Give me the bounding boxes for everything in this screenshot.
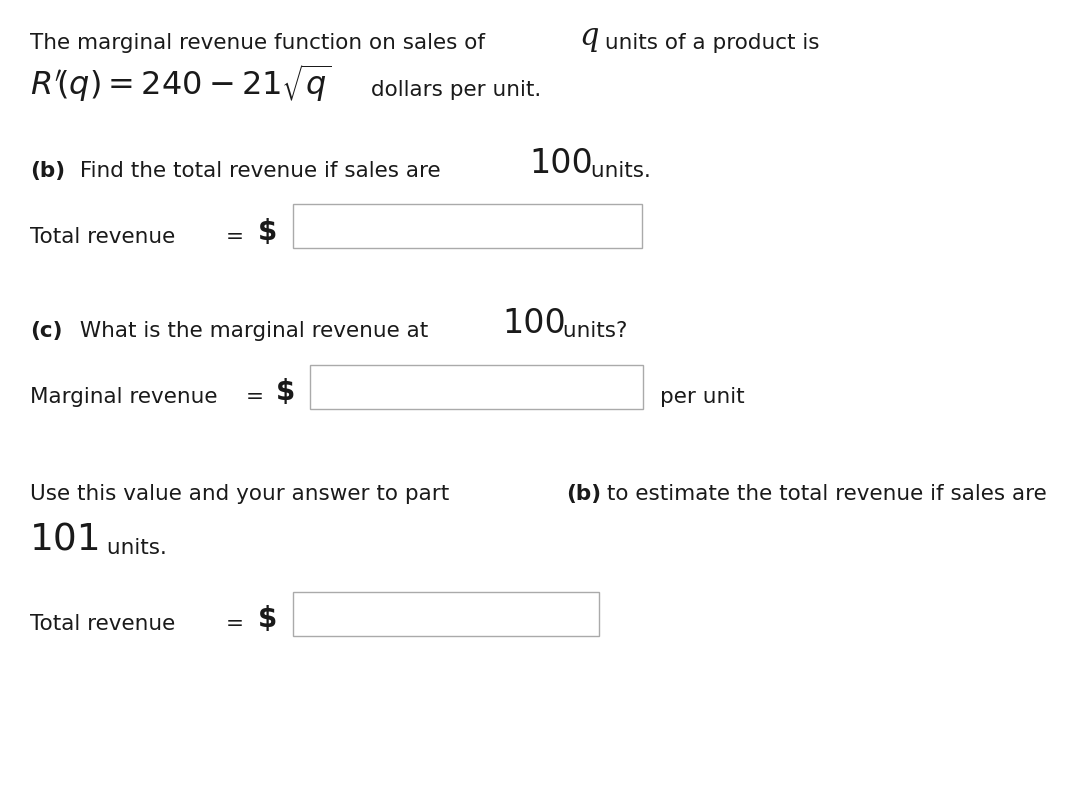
Text: Use this value and your answer to part: Use this value and your answer to part [30,485,456,504]
Text: (b): (b) [30,162,66,181]
Text: q: q [579,21,598,52]
FancyBboxPatch shape [310,365,643,409]
Text: $\it{R}^{\prime}\!\it{(q)} = 240 - 21\sqrt{\it{q}}$: $\it{R}^{\prime}\!\it{(q)} = 240 - 21\sq… [30,63,332,106]
Text: 101: 101 [30,522,102,558]
Text: units?: units? [556,322,627,341]
Text: =: = [226,615,244,634]
Text: $: $ [275,378,295,407]
Text: $: $ [258,605,278,634]
Text: dollars per unit.: dollars per unit. [371,80,541,100]
Text: units of a product is: units of a product is [598,33,820,53]
Text: 100: 100 [502,307,566,340]
Text: The marginal revenue function on sales of: The marginal revenue function on sales o… [30,33,492,53]
Text: (c): (c) [30,322,62,341]
Text: Find the total revenue if sales are: Find the total revenue if sales are [73,162,448,181]
Text: =: = [245,388,264,407]
Text: units.: units. [584,162,651,181]
FancyBboxPatch shape [293,204,642,248]
Text: Total revenue: Total revenue [30,227,175,247]
Text: 100: 100 [529,147,593,180]
Text: What is the marginal revenue at: What is the marginal revenue at [73,322,436,341]
Text: (b): (b) [566,485,601,504]
Text: per unit: per unit [660,388,745,407]
Text: to estimate the total revenue if sales are: to estimate the total revenue if sales a… [600,485,1047,504]
Text: =: = [226,227,244,247]
Text: units.: units. [100,538,167,558]
FancyBboxPatch shape [293,592,599,636]
Text: Total revenue: Total revenue [30,615,175,634]
Text: Marginal revenue: Marginal revenue [30,388,217,407]
Text: $: $ [258,217,278,246]
